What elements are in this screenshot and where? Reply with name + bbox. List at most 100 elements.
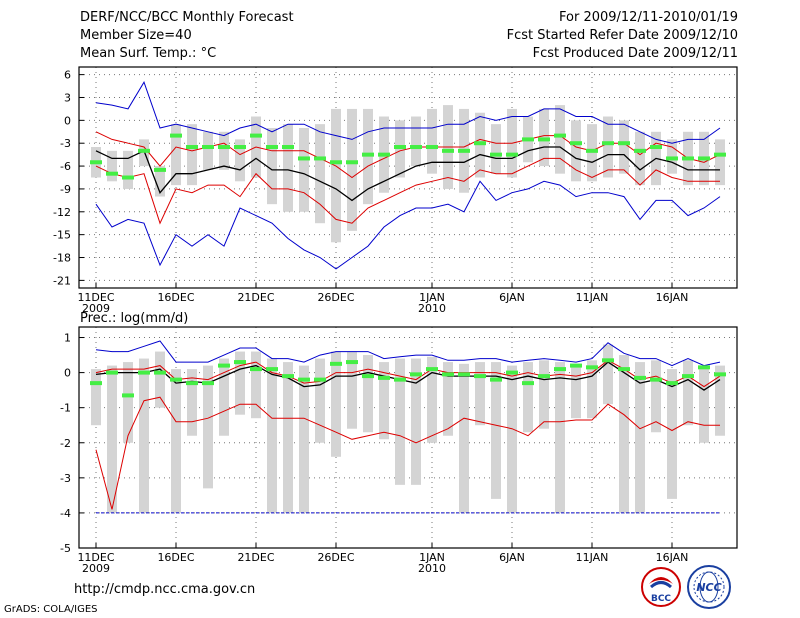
median-mark (362, 152, 374, 157)
median-mark (506, 152, 518, 157)
spread-box (443, 362, 453, 436)
spread-box (299, 365, 309, 513)
median-mark (282, 145, 294, 150)
series-min-line (95, 180, 721, 270)
median-mark (378, 152, 390, 157)
spread-box (171, 369, 181, 513)
median-mark (618, 367, 630, 372)
x-tick-label: 2010 (418, 302, 446, 315)
median-mark (522, 381, 534, 386)
source-url[interactable]: http://cmdp.ncc.cma.gov.cn (74, 582, 256, 597)
median-mark (90, 160, 102, 165)
spread-box (555, 105, 565, 174)
y-tick-label: -4 (60, 507, 71, 520)
median-mark (250, 133, 262, 138)
y-tick-label: 3 (64, 91, 71, 104)
spread-box (395, 358, 405, 485)
x-tick-label: 11JAN (576, 291, 609, 304)
median-mark (458, 148, 470, 153)
spread-box (251, 351, 261, 419)
y-tick-label: -21 (53, 274, 71, 287)
median-mark (170, 377, 182, 382)
median-mark (682, 156, 694, 161)
series-lower-line (95, 396, 720, 510)
spread-box (331, 108, 341, 243)
spread-box (283, 124, 293, 212)
series-upper-line (95, 359, 721, 388)
ncc-logo-text: NCC (696, 581, 721, 594)
median-mark (586, 365, 598, 370)
produced-date: Fcst Produced Date 2009/12/11 (532, 46, 738, 61)
x-tick-label: 16JAN (656, 291, 689, 304)
precip-panel-title: Prec.: log(mm/d) (80, 311, 188, 326)
spread-box (315, 124, 325, 224)
spread-box (427, 108, 437, 174)
x-tick-label: 11JAN (576, 551, 609, 564)
x-tick-label: 16JAN (656, 551, 689, 564)
median-mark (666, 381, 678, 386)
x-tick-label: 16DEC (157, 551, 194, 564)
median-mark (714, 152, 726, 157)
median-mark (714, 372, 726, 377)
spread-box (459, 363, 469, 513)
spread-box (299, 127, 309, 212)
spread-box (171, 124, 181, 186)
median-mark (474, 141, 486, 146)
spread-box (203, 365, 213, 489)
spread-box (155, 166, 165, 197)
x-tick-label: 26DEC (317, 551, 354, 564)
median-mark (330, 160, 342, 165)
y-tick-label: -15 (53, 229, 71, 242)
plot-frame (78, 326, 738, 549)
spread-box (635, 362, 645, 513)
spread-box (139, 358, 149, 513)
median-mark (666, 156, 678, 161)
median-mark (90, 381, 102, 386)
median-mark (634, 148, 646, 153)
spread-box (683, 360, 693, 426)
x-tick-label: 6JAN (499, 291, 525, 304)
y-tick-label: -3 (60, 137, 71, 150)
median-mark (298, 377, 310, 382)
y-tick-label: 1 (64, 332, 71, 345)
median-mark (602, 358, 614, 363)
spread-box (155, 351, 165, 408)
x-tick-label: 1JAN (419, 551, 445, 564)
median-mark (234, 360, 246, 365)
spread-box (363, 355, 373, 433)
median-mark (186, 145, 198, 150)
x-tick-label: 11DEC (77, 291, 114, 304)
spread-box (283, 362, 293, 513)
median-mark (218, 145, 230, 150)
median-mark (346, 360, 358, 365)
spread-box (267, 127, 277, 205)
x-tick-label: 11DEC (77, 551, 114, 564)
median-mark (202, 381, 214, 386)
x-tick-label: 6JAN (499, 551, 525, 564)
spread-box (347, 108, 357, 231)
median-mark (282, 374, 294, 379)
median-mark (122, 175, 134, 180)
spread-box (619, 120, 629, 174)
spread-box (187, 369, 197, 436)
spread-box (539, 360, 549, 429)
y-tick-label: -6 (60, 160, 71, 173)
y-tick-label: -9 (60, 183, 71, 196)
median-mark (106, 171, 118, 176)
plot-frame (78, 66, 738, 289)
median-mark (394, 377, 406, 382)
spread-box (379, 362, 389, 440)
median-mark (362, 374, 374, 379)
series-lower-line (95, 157, 720, 225)
spread-box (315, 358, 325, 443)
y-tick-label: 6 (64, 69, 71, 82)
spread-box (427, 356, 437, 443)
ncc-logo: NCC (687, 565, 731, 609)
median-mark (186, 381, 198, 386)
median-mark (346, 160, 358, 165)
spread-box (619, 355, 629, 513)
spread-box (219, 358, 229, 436)
spread-box (91, 369, 101, 426)
median-mark (682, 374, 694, 379)
